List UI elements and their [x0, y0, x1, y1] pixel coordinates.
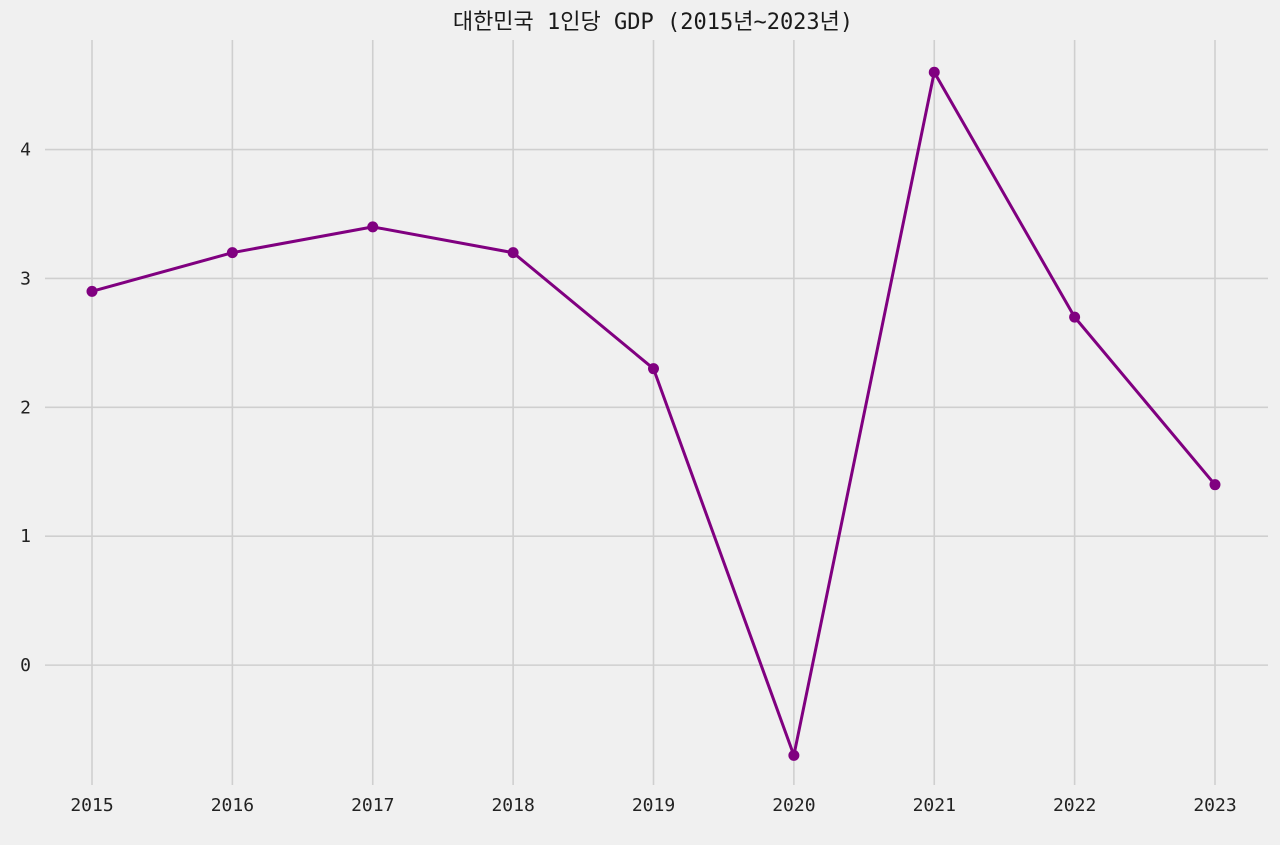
- x-tick-label: 2016: [211, 795, 254, 816]
- data-point-2023: [1209, 479, 1221, 491]
- y-tick-label: 4: [20, 140, 31, 161]
- x-tick-label: 2017: [351, 795, 394, 816]
- y-tick-label: 1: [20, 526, 31, 547]
- data-point-2020: [788, 749, 800, 761]
- data-point-2019: [648, 363, 659, 375]
- x-tick-label: 2022: [1053, 795, 1096, 816]
- points-layer: [86, 66, 1221, 761]
- data-point-2015: [86, 285, 98, 297]
- x-tick-label: 2021: [913, 795, 956, 816]
- y-tick-label: 3: [20, 268, 31, 289]
- tick-labels: 0 1 2 3 4 2015 2016 2017 2018 2019 2020 2021 2022 202…: [20, 140, 1237, 816]
- data-point-2017: [367, 221, 379, 233]
- x-tick-label: 2018: [491, 795, 534, 816]
- data-point-2022: [1069, 311, 1081, 323]
- data-point-2018: [507, 247, 519, 259]
- x-tick-label: 2019: [632, 795, 675, 816]
- x-tick-label: 2015: [70, 795, 113, 816]
- data-point-2021: [928, 66, 940, 78]
- x-tick-label: 2020: [772, 795, 815, 816]
- chart-title: 대한민국 1인당 GDP (2015년~2023년): [453, 10, 853, 35]
- grid: [45, 40, 1268, 785]
- y-tick-label: 0: [20, 655, 31, 676]
- data-point-2016: [226, 247, 238, 259]
- y-tick-label: 2: [20, 397, 31, 418]
- x-tick-label: 2023: [1193, 795, 1236, 816]
